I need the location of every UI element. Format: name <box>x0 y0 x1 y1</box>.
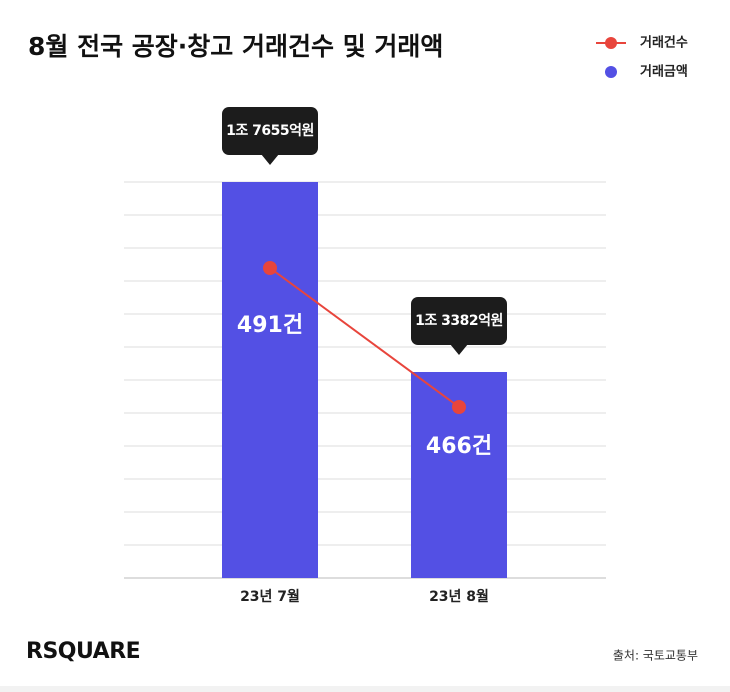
bottom-strip <box>0 686 730 692</box>
value-label: 1조 3382억원 <box>415 313 503 329</box>
legend-marker <box>605 66 617 78</box>
line <box>269 267 460 408</box>
callout-box <box>411 297 507 345</box>
callout-box <box>222 107 318 155</box>
source: 출처: 국토교통부 <box>613 649 698 663</box>
callout-pointer <box>261 154 279 165</box>
callout-pointer <box>450 344 468 355</box>
logo: RSQUARE <box>26 639 140 664</box>
point <box>263 261 277 275</box>
legend-label: 거래금액 <box>640 65 688 80</box>
value-label: 1조 7655억원 <box>226 123 314 139</box>
value-label: 491건 <box>237 313 303 338</box>
value-label: 466건 <box>426 434 492 459</box>
bar <box>222 182 318 578</box>
point <box>452 400 466 414</box>
legend-label: 거래건수 <box>640 35 688 51</box>
legend-marker <box>605 37 617 49</box>
x-tick-label: 23년 7월 <box>240 588 300 605</box>
x-tick-label: 23년 8월 <box>429 588 489 605</box>
chart-title: 8월 전국 공장·창고 거래건수 및 거래액 <box>28 32 443 61</box>
